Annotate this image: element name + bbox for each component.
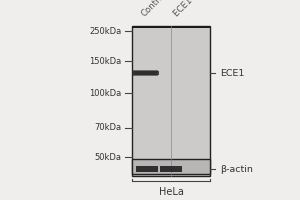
- Text: Control: Control: [139, 0, 167, 18]
- Text: 250kDa: 250kDa: [89, 26, 122, 36]
- Text: 70kDa: 70kDa: [94, 123, 122, 132]
- Bar: [133, 70, 158, 76]
- Bar: [132, 26, 210, 28]
- Text: β-actin: β-actin: [220, 164, 254, 173]
- Bar: [136, 71, 155, 75]
- Bar: [132, 159, 210, 174]
- Text: ECE1 KO: ECE1 KO: [172, 0, 205, 18]
- Bar: [160, 166, 182, 172]
- Text: ECE1: ECE1: [220, 68, 245, 77]
- Text: 50kDa: 50kDa: [94, 152, 122, 162]
- Text: HeLa: HeLa: [159, 187, 183, 197]
- Text: 150kDa: 150kDa: [89, 56, 122, 66]
- Bar: [136, 166, 158, 172]
- Bar: [136, 71, 155, 75]
- Text: 100kDa: 100kDa: [89, 88, 122, 98]
- Bar: [132, 26, 210, 176]
- Bar: [133, 70, 158, 76]
- Bar: [134, 71, 157, 75]
- Bar: [132, 71, 159, 75]
- Bar: [134, 71, 157, 75]
